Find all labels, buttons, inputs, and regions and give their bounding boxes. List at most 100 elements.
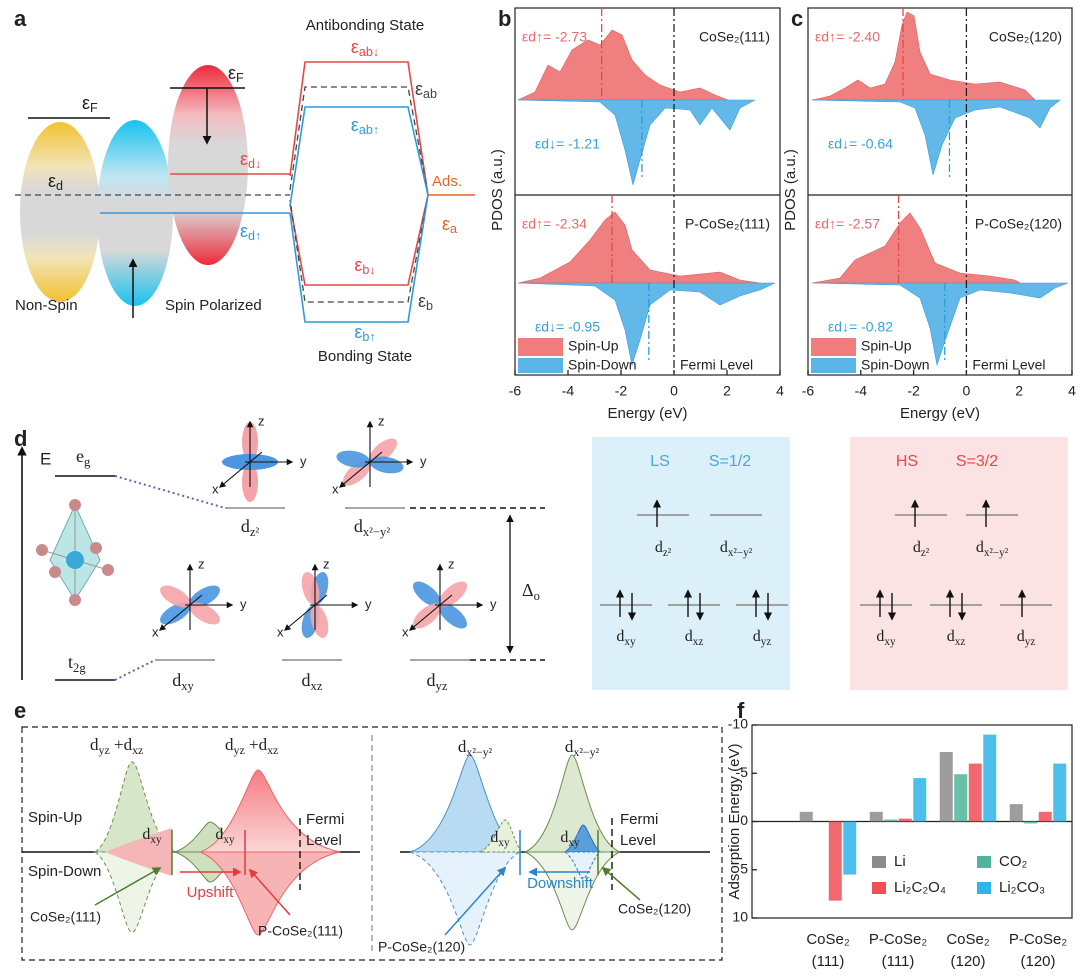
- x-tick-label: -4: [562, 383, 575, 399]
- label: Non-Spin: [15, 297, 78, 314]
- label: dxz: [302, 670, 323, 693]
- label-part: d: [616, 628, 624, 645]
- label-part: d: [1017, 628, 1025, 645]
- high-spin-box: [850, 437, 1068, 690]
- label: εd↓= -1.21: [535, 136, 600, 152]
- axis: [218, 451, 263, 488]
- label: εF: [82, 93, 98, 116]
- label-part: +d: [110, 735, 133, 754]
- label-part: xy: [498, 837, 510, 849]
- legend-swatch: [811, 338, 856, 356]
- label-part: d: [560, 829, 568, 846]
- label-part: ab↓: [359, 45, 379, 59]
- label: Fermi: [620, 811, 658, 828]
- bar: [1038, 811, 1052, 822]
- legend-label: Li: [894, 853, 906, 870]
- label: Downshift: [527, 875, 594, 892]
- label: εa: [442, 214, 457, 237]
- label: dyz +dxz: [90, 735, 143, 757]
- label: dxz: [685, 628, 704, 648]
- frame: [21, 726, 723, 961]
- label-part: ε: [48, 171, 56, 191]
- label-part: yz: [761, 636, 772, 648]
- label: z: [378, 413, 385, 428]
- label: P-CoSe₂(111): [258, 923, 343, 939]
- label: t2g: [68, 652, 86, 675]
- label: dx²−y²: [976, 539, 1009, 559]
- panel-a-shapes: [15, 61, 475, 323]
- label-part: ε: [415, 79, 423, 99]
- x-tick-label: CoSe₂: [946, 931, 990, 948]
- orbital: [160, 585, 220, 625]
- x-tick-label: -2: [615, 383, 628, 399]
- x-tick-label: (120): [950, 953, 985, 970]
- label: dz²: [241, 516, 260, 539]
- label-part: d↓: [248, 157, 261, 171]
- spin-up-curve: [811, 11, 1036, 101]
- label: y: [420, 453, 427, 468]
- label: εd: [48, 171, 63, 194]
- bar: [968, 763, 982, 822]
- label: LS: [650, 453, 670, 470]
- legend-label: Spin-Down: [568, 357, 636, 373]
- legend-swatch: [518, 338, 563, 356]
- axis: [338, 451, 383, 488]
- x-axis-label: Energy (eV): [900, 405, 980, 422]
- legend-swatch: [977, 856, 991, 868]
- label: x: [152, 624, 159, 639]
- legend-swatch: [872, 856, 886, 868]
- label: εab: [415, 79, 437, 102]
- label: z: [198, 556, 205, 571]
- label-part: d: [947, 628, 955, 645]
- bar: [828, 821, 842, 901]
- label: P-CoSe₂(120): [378, 939, 465, 955]
- label-part: xy: [181, 679, 194, 693]
- label-part: d: [876, 628, 884, 645]
- label: z: [323, 556, 330, 571]
- label: εd↓= -0.82: [828, 319, 893, 335]
- label-part: xz: [132, 743, 143, 757]
- panel-letter: d: [14, 426, 27, 451]
- label-part: d: [458, 737, 467, 756]
- spin-up-curve: [517, 29, 729, 101]
- label: CoSe₂(120): [989, 29, 1062, 45]
- label: Fermi: [306, 811, 344, 828]
- legend-label: Spin-Up: [861, 338, 912, 354]
- y-tick-label: -5: [736, 764, 749, 780]
- label-part: d: [90, 735, 99, 754]
- label: dyz: [427, 670, 448, 693]
- y-tick-label: 0: [740, 812, 748, 828]
- plot-frame: [514, 7, 781, 376]
- x-tick-label: -6: [802, 383, 815, 399]
- label: Fermi Level: [972, 357, 1045, 373]
- ligand-atom: [102, 564, 114, 576]
- label: HS: [896, 453, 918, 470]
- bar: [913, 778, 927, 822]
- label-part: b↑: [362, 330, 375, 344]
- label-part: d: [172, 670, 181, 690]
- label-part: d: [490, 829, 498, 846]
- label: dxz: [947, 628, 966, 648]
- label: dxy: [215, 826, 235, 846]
- label-part: z²: [250, 525, 260, 539]
- label-part: xy: [624, 636, 636, 648]
- panel-letter: a: [14, 6, 27, 31]
- spin-up-curve: [811, 212, 1022, 284]
- label: y: [240, 596, 247, 611]
- label: εd↓: [240, 149, 261, 172]
- panel-d-shapes: [17, 437, 1068, 690]
- peak: [199, 769, 341, 853]
- label: εd↑= -2.34: [522, 216, 587, 232]
- label: dxy: [560, 829, 580, 849]
- label: y: [300, 453, 307, 468]
- peak: [563, 851, 602, 880]
- label-part: F: [90, 101, 98, 115]
- label-part: xy: [884, 636, 896, 648]
- panel-letter: f: [737, 698, 745, 723]
- label-part: ε: [354, 322, 362, 342]
- label-part: d: [56, 179, 63, 193]
- label-part: Δ: [522, 580, 534, 600]
- connector: [114, 659, 156, 681]
- bar: [869, 811, 883, 822]
- label-part: d: [753, 628, 761, 645]
